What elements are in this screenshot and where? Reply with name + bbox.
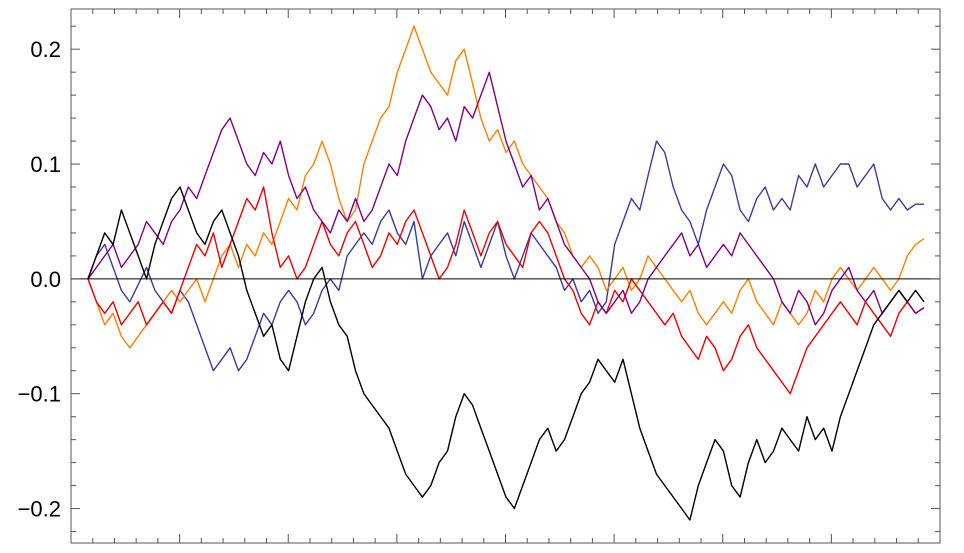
- series-line-4: [87, 71, 925, 326]
- y-tick-label: −0.2: [18, 497, 61, 522]
- y-tick-label: 0.2: [30, 37, 61, 62]
- y-tick-label: −0.1: [18, 382, 61, 407]
- series-line-1: [87, 140, 924, 372]
- y-tick-label: 0.0: [30, 267, 61, 292]
- y-tick-label: 0.1: [30, 152, 61, 177]
- series-layer: [87, 25, 925, 521]
- y-axis-ticks: −0.2 −0.1 0.0 0.1 0.2: [18, 9, 941, 543]
- series-line-5: [87, 186, 925, 521]
- series-line-3: [87, 186, 925, 395]
